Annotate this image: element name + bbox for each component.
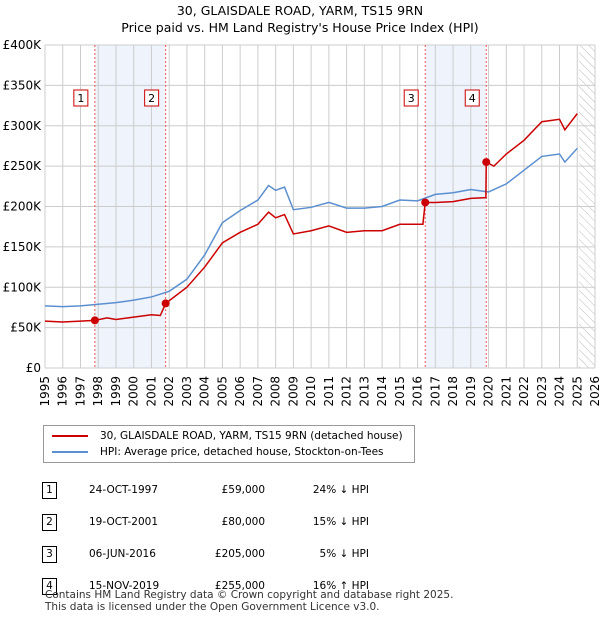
row-number: 1 [42, 481, 57, 499]
sale-point [421, 198, 430, 207]
legend-item-property: 30, GLAISDALE ROAD, YARM, TS15 9RN (deta… [52, 428, 403, 444]
y-tick-label: £200K [3, 200, 43, 214]
x-tick-label: 2017 [428, 376, 442, 407]
y-tick-label: £250K [3, 159, 43, 173]
x-tick-label: 2022 [517, 376, 531, 407]
x-tick-label: 2015 [393, 376, 407, 407]
sale-point [161, 299, 170, 308]
x-tick-label: 2009 [286, 376, 300, 407]
footer-line: This data is licensed under the Open Gov… [45, 601, 380, 613]
legend-label: 30, GLAISDALE ROAD, YARM, TS15 9RN (deta… [100, 430, 403, 442]
chart-title: 30, GLAISDALE ROAD, YARM, TS15 9RN [176, 3, 424, 18]
x-tick-label: 2012 [340, 376, 354, 407]
legend-item-hpi: HPI: Average price, detached house, Stoc… [52, 444, 384, 460]
x-tick-label: 2000 [127, 376, 141, 407]
table-row: 2 19-OCT-2001 £80,000 15% ↓ HPI [42, 506, 369, 538]
row-hpi: 5% ↓ HPI [319, 548, 369, 560]
x-tick-label: 2008 [269, 376, 283, 407]
marker-label: 3 [408, 92, 415, 105]
marker-label: 4 [469, 92, 476, 105]
row-date: 15-NOV-2019 [89, 580, 160, 592]
y-tick-label: £400K [3, 38, 43, 52]
y-tick-label: £300K [3, 119, 43, 133]
x-tick-label: 2023 [535, 376, 549, 407]
table-row: 1 24-OCT-1997 £59,000 24% ↓ HPI [42, 474, 369, 506]
legend-swatch [52, 451, 88, 453]
footer: Contains HM Land Registry data © Crown c… [45, 589, 453, 613]
x-tick-label: 2007 [251, 376, 265, 407]
x-tick-label: 1997 [73, 376, 87, 407]
row-price: £255,000 [214, 580, 265, 592]
footer-line: Contains HM Land Registry data © Crown c… [45, 589, 454, 601]
x-tick-label: 1996 [56, 376, 70, 407]
x-tick-label: 2019 [464, 376, 478, 407]
x-tick-label: 2020 [482, 376, 496, 407]
x-tick-label: 2002 [162, 376, 176, 407]
x-tick-label: 2021 [499, 376, 513, 407]
row-date: 06-JUN-2016 [89, 548, 156, 560]
x-tick-label: 2011 [322, 376, 336, 407]
marker-label: 1 [77, 92, 84, 105]
marker-box [403, 89, 419, 107]
row-price: £205,000 [214, 548, 265, 560]
property-line [44, 113, 578, 323]
marker-box [144, 89, 160, 107]
x-tick-label: 2003 [180, 376, 194, 407]
sale-point [482, 158, 491, 167]
row-price: £59,000 [221, 484, 265, 496]
marker-box [73, 89, 89, 107]
x-tick-label: 1995 [38, 376, 52, 407]
x-tick-label: 2018 [446, 376, 460, 407]
price-chart: 1995 1996 1997 1998 1999 2000 2001 2002 2003 2004… [3, 38, 600, 407]
x-tick-label: 1998 [91, 376, 105, 407]
x-tick-label: 2001 [144, 376, 158, 407]
y-tick-label: £100K [3, 280, 43, 294]
chart-subtitle: Price paid vs. HM Land Registry's House … [121, 20, 479, 35]
row-hpi: 24% ↓ HPI [312, 484, 369, 496]
x-tick-label: 2004 [198, 376, 212, 407]
x-tick-label: 2016 [411, 376, 425, 407]
y-tick-label: £0 [26, 361, 41, 375]
table-row: 3 06-JUN-2016 £205,000 5% ↓ HPI [42, 538, 369, 570]
y-tick-label: £350K [3, 78, 43, 92]
row-number: 2 [42, 513, 57, 531]
x-tick-label: 2013 [357, 376, 371, 407]
x-tick-label: 2025 [570, 376, 584, 407]
marker-label: 2 [148, 92, 155, 105]
row-date: 19-OCT-2001 [89, 516, 158, 528]
row-date: 24-OCT-1997 [89, 484, 158, 496]
legend-label: HPI: Average price, detached house, Stoc… [100, 446, 384, 458]
sale-point [90, 316, 99, 325]
legend: 30, GLAISDALE ROAD, YARM, TS15 9RN (deta… [43, 425, 415, 463]
table-row: 4 15-NOV-2019 £255,000 16% ↑ HPI [42, 570, 369, 602]
x-tick-label: 2005 [215, 376, 229, 407]
marker-box [464, 89, 480, 107]
y-tick-label: £150K [3, 240, 43, 254]
row-hpi: 16% ↑ HPI [312, 580, 369, 592]
row-number: 3 [42, 545, 57, 563]
x-tick-label: 2024 [553, 376, 567, 407]
row-hpi: 15% ↓ HPI [312, 516, 369, 528]
transactions-table: 1 24-OCT-1997 £59,000 24% ↓ HPI 2 19-OCT-2001… [42, 474, 369, 602]
legend-swatch [52, 435, 88, 437]
x-tick-label: 2006 [233, 376, 247, 407]
row-number: 4 [42, 577, 57, 595]
x-tick-label: 2026 [588, 376, 600, 407]
hpi-line [44, 147, 578, 308]
x-tick-label: 2010 [304, 376, 318, 407]
row-price: £80,000 [221, 516, 265, 528]
x-tick-label: 2014 [375, 376, 389, 407]
y-tick-label: £50K [10, 321, 42, 335]
x-tick-label: 1999 [109, 376, 123, 407]
